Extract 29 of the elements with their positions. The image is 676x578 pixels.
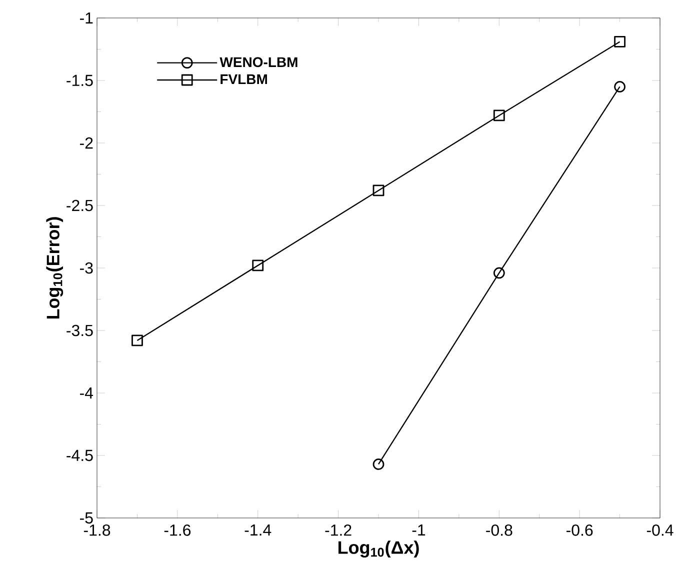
legend-label: FVLBM	[220, 74, 267, 84]
x-tick-label: -1.6	[164, 524, 191, 536]
y-tick-label: -4.5	[66, 450, 93, 462]
y-tick-label: -5	[80, 512, 93, 524]
point	[493, 267, 505, 279]
x-tick-label: -1.4	[244, 524, 272, 536]
point	[132, 334, 143, 346]
point	[372, 184, 384, 196]
x-tick-label: -0.6	[566, 524, 593, 536]
x-tick-label: -0.8	[486, 524, 512, 536]
x-axis-title: Log$_{10}$(Δx)	[338, 540, 419, 558]
x-tick-label: -1.2	[325, 524, 352, 536]
x-tick-label: -1.8	[84, 524, 110, 536]
point	[252, 260, 264, 272]
x-tick-label: -1	[412, 524, 426, 536]
y-tick-label: -2.5	[66, 200, 93, 212]
y-tick-label: -4	[80, 387, 94, 398]
point	[614, 81, 626, 92]
y-axis-title: Log$_{10}$(Error)	[46, 217, 64, 319]
legend-label: WENO-LBM	[220, 57, 298, 68]
point	[372, 458, 384, 470]
y-tick-label: -1	[80, 12, 93, 24]
point	[493, 110, 505, 122]
x-tick-label: -0.4	[646, 524, 674, 536]
y-tick-label: -2	[80, 137, 93, 149]
y-tick-label: -3.5	[66, 324, 93, 336]
point	[614, 36, 626, 48]
y-tick-label: -1.5	[66, 74, 93, 86]
y-tick-label: -3	[80, 262, 93, 274]
